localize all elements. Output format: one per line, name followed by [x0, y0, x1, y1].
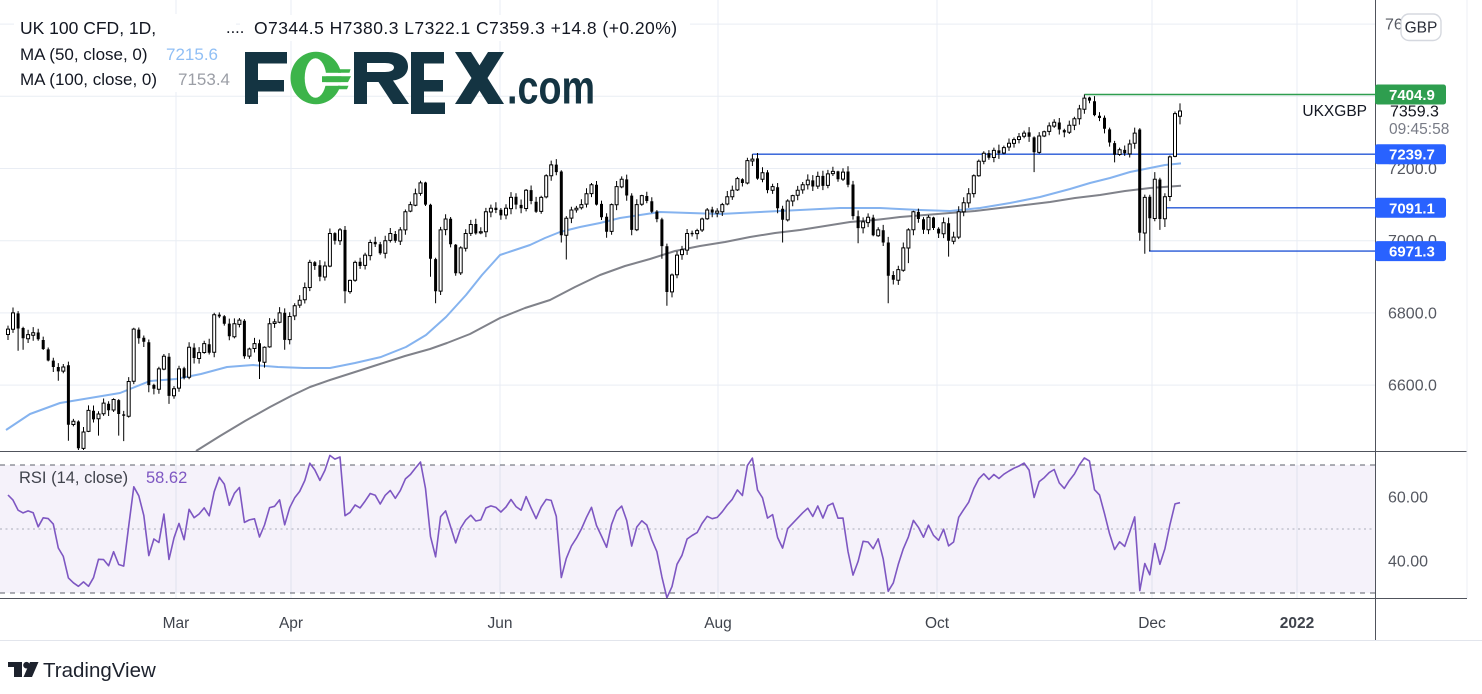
svg-text:2022: 2022	[1280, 615, 1314, 632]
svg-text:MA (100, close, 0): MA (100, close, 0)	[20, 70, 157, 89]
svg-text:....: ....	[226, 19, 244, 37]
svg-text:7215.6: 7215.6	[166, 45, 218, 64]
svg-text:Oct: Oct	[925, 615, 950, 632]
svg-text:7239.7: 7239.7	[1389, 147, 1435, 164]
svg-text:RSI (14, close): RSI (14, close)	[19, 469, 128, 487]
svg-text:TradingView: TradingView	[43, 659, 156, 682]
svg-text:Apr: Apr	[279, 615, 303, 632]
svg-text:7200.0: 7200.0	[1388, 161, 1437, 178]
svg-text:7153.4: 7153.4	[178, 70, 230, 89]
svg-text:6971.3: 6971.3	[1389, 244, 1435, 261]
svg-text:6800.0: 6800.0	[1388, 305, 1437, 322]
svg-text:7359.3: 7359.3	[1390, 104, 1439, 121]
svg-text:O7344.5 H7380.3 L7322.1 C73: O7344.5 H7380.3 L7322.1 C7359.3 +14.8 (+…	[254, 18, 678, 38]
svg-text:Jun: Jun	[488, 615, 513, 632]
svg-text:.com: .com	[507, 61, 595, 114]
svg-text:Aug: Aug	[704, 615, 732, 632]
svg-text:UKXGBP: UKXGBP	[1302, 103, 1367, 120]
svg-text:58.62: 58.62	[146, 469, 187, 487]
svg-text:MA (50, close, 0): MA (50, close, 0)	[20, 45, 148, 64]
svg-text:UK 100 CFD, 1D,: UK 100 CFD, 1D,	[20, 18, 156, 38]
svg-text:09:45:58: 09:45:58	[1389, 121, 1449, 138]
svg-text:6600.0: 6600.0	[1388, 378, 1437, 395]
svg-text:60.00: 60.00	[1388, 490, 1428, 507]
svg-text:7091.1: 7091.1	[1389, 200, 1435, 217]
svg-text:Mar: Mar	[163, 615, 190, 632]
svg-text:GBP: GBP	[1405, 20, 1438, 37]
svg-text:Dec: Dec	[1138, 615, 1166, 632]
svg-text:40.00: 40.00	[1388, 554, 1428, 571]
svg-text:7404.9: 7404.9	[1389, 87, 1435, 104]
